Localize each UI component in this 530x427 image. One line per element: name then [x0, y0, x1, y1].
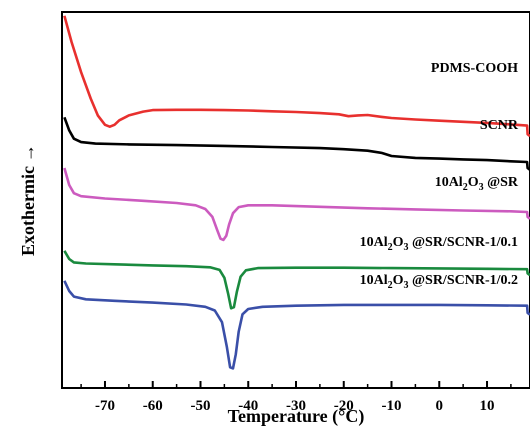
x-tick-label: -30 — [286, 398, 306, 414]
x-axis-title: Temperature (°C) — [228, 406, 365, 427]
y-axis-arrow-icon: → — [18, 144, 38, 162]
series-label-10al2o3-sr-scnr-1-0-1: 10Al2O3 @SR/SCNR-1/0.1 — [360, 235, 518, 253]
curves — [63, 15, 530, 370]
x-tick-label: 10 — [480, 398, 495, 414]
series-line-10al2o3-sr — [63, 167, 530, 242]
series-labels: PDMS-COOH SCNR 10Al2O3 @SR 10Al2O3 @SR/SCNR… — [360, 61, 519, 291]
x-tick-label: -40 — [238, 398, 258, 414]
y-axis-title: Exothermic→ — [18, 144, 38, 256]
x-tick-label: 0 — [436, 398, 444, 414]
x-tick-label: -60 — [143, 398, 163, 414]
x-tick-label: -50 — [190, 398, 210, 414]
series-label-10al2o3-sr-scnr-1-0-2: 10Al2O3 @SR/SCNR-1/0.2 — [360, 273, 518, 291]
x-tick-label: -70 — [95, 398, 115, 414]
series-line-pdms-cooh — [63, 15, 530, 138]
series-line-10al2o3-sr-scnr-1-0-2 — [63, 280, 530, 370]
x-tick-label: -10 — [382, 398, 402, 414]
series-line-10al2o3-sr-scnr-1-0-1 — [63, 250, 530, 310]
series-label-10al2o3-sr: 10Al2O3 @SR — [435, 175, 519, 193]
series-line-scnr — [63, 116, 530, 171]
series-label-scnr: SCNR — [480, 118, 519, 133]
series-label-pdms-cooh: PDMS-COOH — [431, 61, 518, 76]
axes: -70 -60 -50 -40 -30 -20 -10 0 10 Temperature (°C)… — [18, 144, 512, 427]
x-tick-label: -20 — [334, 398, 354, 414]
